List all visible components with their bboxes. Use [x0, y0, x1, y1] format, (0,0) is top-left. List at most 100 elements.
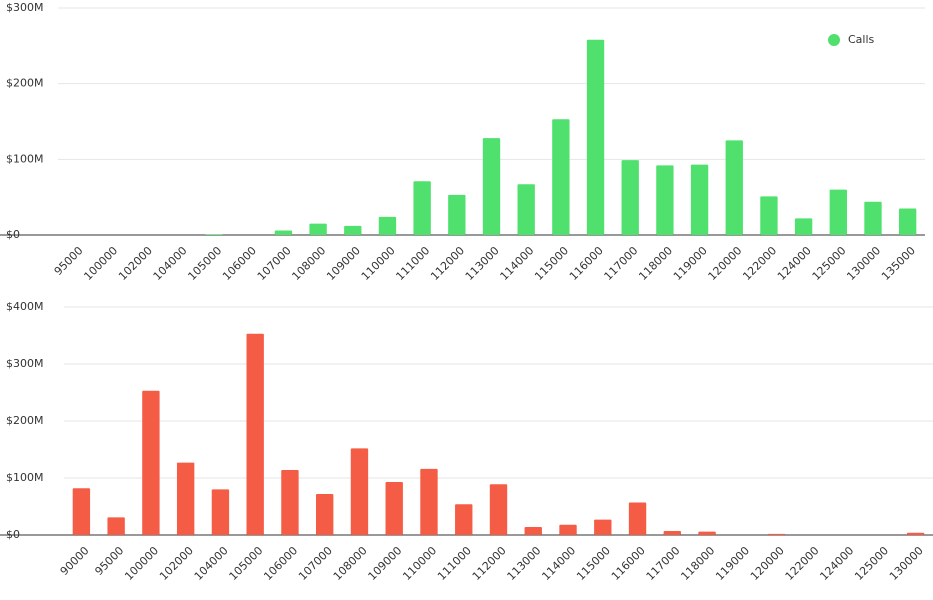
x-tick-label: 115000	[532, 244, 571, 283]
bar	[586, 39, 605, 235]
bar	[316, 493, 334, 535]
y-tick-label: $300M	[6, 357, 44, 370]
x-tick-label: 114000	[498, 244, 537, 283]
y-tick-label: $400M	[6, 300, 44, 313]
x-tick-label: 122000	[783, 544, 822, 583]
y-tick-label: $200M	[6, 77, 44, 90]
bar	[211, 489, 230, 535]
bar	[176, 462, 195, 535]
x-tick-label: 106000	[220, 244, 259, 283]
bar	[517, 184, 535, 235]
x-tick-label: 108000	[331, 544, 370, 583]
x-tick-label: 119000	[671, 244, 710, 283]
x-tick-label: 102000	[157, 544, 196, 583]
legend-marker	[828, 34, 840, 46]
bar	[725, 140, 743, 235]
bar	[246, 333, 264, 535]
x-tick-label: 111000	[435, 544, 474, 583]
x-tick-label: 105000	[227, 544, 266, 583]
x-tick-label: 102000	[116, 244, 155, 283]
x-tick-label: 116000	[567, 244, 606, 283]
bar	[281, 470, 299, 535]
y-tick-label: $200M	[6, 414, 44, 427]
bar	[552, 119, 570, 235]
legend-label: Calls	[848, 33, 875, 46]
x-tick-label: 114000	[539, 544, 578, 583]
x-tick-label: 108000	[289, 244, 328, 283]
x-tick-label: 110000	[359, 244, 398, 283]
x-tick-label: 130000	[844, 244, 883, 283]
x-tick-label: 124000	[817, 544, 856, 583]
x-tick-label: 130000	[887, 544, 926, 583]
x-tick-label: 109000	[366, 544, 405, 583]
x-tick-label: 104000	[192, 544, 231, 583]
bar	[489, 484, 508, 535]
x-tick-label: 95000	[92, 544, 126, 578]
y-tick-label: $300M	[6, 1, 44, 14]
bar	[767, 533, 786, 535]
bar	[559, 524, 577, 535]
bar	[420, 468, 438, 535]
bar	[274, 230, 293, 235]
x-tick-label: 106000	[261, 544, 300, 583]
bar	[621, 160, 639, 235]
bar	[448, 194, 466, 235]
bar	[350, 448, 369, 535]
x-tick-label: 113000	[463, 244, 502, 283]
x-tick-label: 104000	[151, 244, 190, 283]
bar	[829, 189, 847, 235]
x-tick-label: 125000	[852, 544, 891, 583]
bar	[898, 208, 917, 235]
x-tick-label: 117000	[602, 244, 641, 283]
bar	[309, 223, 327, 235]
bar	[107, 517, 125, 535]
x-tick-label: 107000	[296, 544, 335, 583]
x-tick-label: 120000	[748, 544, 787, 583]
x-tick-label: 118000	[636, 244, 675, 283]
bar	[205, 234, 223, 235]
y-tick-label: $100M	[6, 152, 44, 165]
x-tick-label: 120000	[706, 244, 745, 283]
bar	[378, 216, 397, 235]
x-tick-label: 118000	[678, 544, 717, 583]
x-tick-label: 119000	[713, 544, 752, 583]
x-tick-label: 109000	[324, 244, 363, 283]
x-tick-label: 117000	[644, 544, 683, 583]
x-tick-label: 124000	[775, 244, 814, 283]
bar	[794, 218, 813, 235]
x-tick-label: 112000	[470, 544, 509, 583]
x-tick-label: 112000	[428, 244, 467, 283]
y-tick-label: $100M	[6, 471, 44, 484]
x-tick-label: 110000	[400, 544, 439, 583]
x-tick-label: 125000	[810, 244, 849, 283]
bar	[906, 532, 925, 535]
bar	[656, 165, 674, 235]
bar	[690, 164, 709, 235]
x-tick-label: 107000	[255, 244, 294, 283]
x-tick-label: 115000	[574, 544, 613, 583]
bar	[760, 196, 778, 235]
bar	[482, 138, 501, 235]
x-tick-label: 111000	[393, 244, 432, 283]
bar	[142, 390, 160, 535]
bar	[594, 519, 612, 535]
bar	[455, 504, 473, 535]
x-tick-label: 105000	[185, 244, 224, 283]
bar	[413, 181, 431, 235]
x-tick-label: 116000	[609, 544, 648, 583]
bar	[663, 531, 681, 535]
bar	[864, 201, 882, 235]
bar	[524, 527, 542, 535]
bar	[698, 531, 716, 535]
x-tick-label: 95000	[52, 244, 86, 278]
bar	[385, 481, 403, 535]
bar	[344, 225, 362, 235]
x-tick-label: 90000	[58, 544, 92, 578]
x-tick-label: 122000	[740, 244, 779, 283]
x-tick-label: 100000	[122, 544, 161, 583]
x-tick-label: 100000	[81, 244, 120, 283]
x-tick-label: 135000	[879, 244, 918, 283]
bar	[72, 488, 91, 535]
x-tick-label: 113000	[505, 544, 544, 583]
